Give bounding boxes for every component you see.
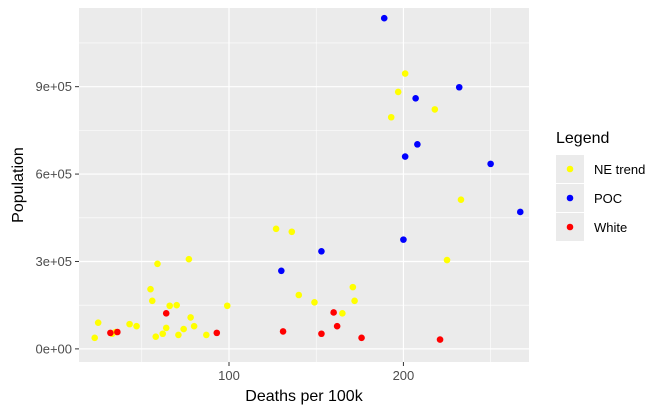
data-point (401, 153, 409, 160)
data-point (223, 302, 231, 310)
data-point (394, 88, 402, 96)
data-point (133, 322, 140, 330)
data-points (91, 14, 524, 343)
data-point (213, 329, 221, 337)
legend-label: NE trend (594, 162, 645, 177)
legend-label: White (594, 220, 627, 235)
data-point (126, 320, 133, 328)
data-point (159, 330, 167, 338)
data-point (311, 298, 318, 306)
series-poc (278, 14, 524, 275)
legend-item: POC (556, 184, 622, 212)
minor-gridlines (79, 8, 529, 362)
data-point (436, 336, 444, 343)
data-point (152, 333, 160, 340)
legend-items: NE trend POC White (556, 155, 645, 241)
data-point (175, 331, 182, 339)
y-axis-title: Population (10, 147, 27, 223)
y-tick-label: 6e+05 (35, 167, 72, 182)
data-point (173, 301, 180, 309)
data-point (318, 330, 325, 338)
data-point (400, 236, 407, 243)
data-point (339, 310, 346, 317)
legend-key-point (566, 194, 574, 202)
data-point (455, 83, 463, 91)
legend-title: Legend (556, 130, 609, 147)
data-point (380, 14, 388, 22)
y-axis: 0e+00 3e+05 6e+05 9e+05 (35, 79, 79, 356)
data-point (288, 228, 296, 236)
data-point (147, 285, 154, 293)
data-point (349, 283, 357, 291)
major-gridlines (79, 8, 529, 362)
data-point (190, 322, 198, 330)
y-tick-label: 0e+00 (35, 341, 72, 356)
series-white (107, 309, 444, 343)
legend-label: POC (594, 191, 622, 206)
data-point (279, 328, 287, 335)
x-axis-title: Deaths per 100k (245, 388, 363, 405)
legend-item: NE trend (556, 155, 645, 183)
data-point (203, 331, 210, 339)
data-point (94, 319, 102, 326)
data-point (457, 196, 465, 204)
legend-key-point (566, 165, 574, 173)
data-point (330, 309, 337, 316)
x-tick-label: 200 (393, 368, 415, 383)
data-point (272, 225, 280, 233)
data-point (358, 334, 365, 342)
y-tick-label: 9e+05 (35, 79, 72, 94)
data-point (114, 328, 121, 336)
data-point (162, 310, 170, 317)
data-point (107, 329, 114, 337)
data-point (180, 325, 187, 333)
data-point (187, 314, 194, 321)
data-point (401, 70, 409, 77)
data-point (351, 297, 358, 305)
data-point (278, 267, 285, 275)
x-axis: 100 200 (218, 362, 414, 383)
y-tick-label: 3e+05 (35, 254, 72, 269)
legend-key-point (566, 223, 574, 231)
data-point (166, 302, 173, 310)
data-point (387, 113, 395, 121)
x-tick-label: 100 (218, 368, 240, 383)
data-point (414, 141, 421, 148)
data-point (516, 208, 524, 216)
data-point (162, 324, 170, 332)
data-point (154, 260, 161, 268)
data-point (412, 95, 419, 102)
data-point (443, 256, 451, 264)
data-point (333, 322, 341, 330)
data-point (148, 297, 156, 305)
data-point (431, 106, 439, 113)
data-point (487, 160, 494, 168)
data-point (185, 255, 193, 263)
data-point (295, 291, 303, 299)
series-ne-trend (91, 70, 465, 342)
legend: Legend NE trend POC White (556, 130, 645, 241)
data-point (318, 247, 325, 255)
data-point (91, 334, 98, 342)
panel-background (79, 8, 529, 362)
legend-item: White (556, 213, 627, 241)
